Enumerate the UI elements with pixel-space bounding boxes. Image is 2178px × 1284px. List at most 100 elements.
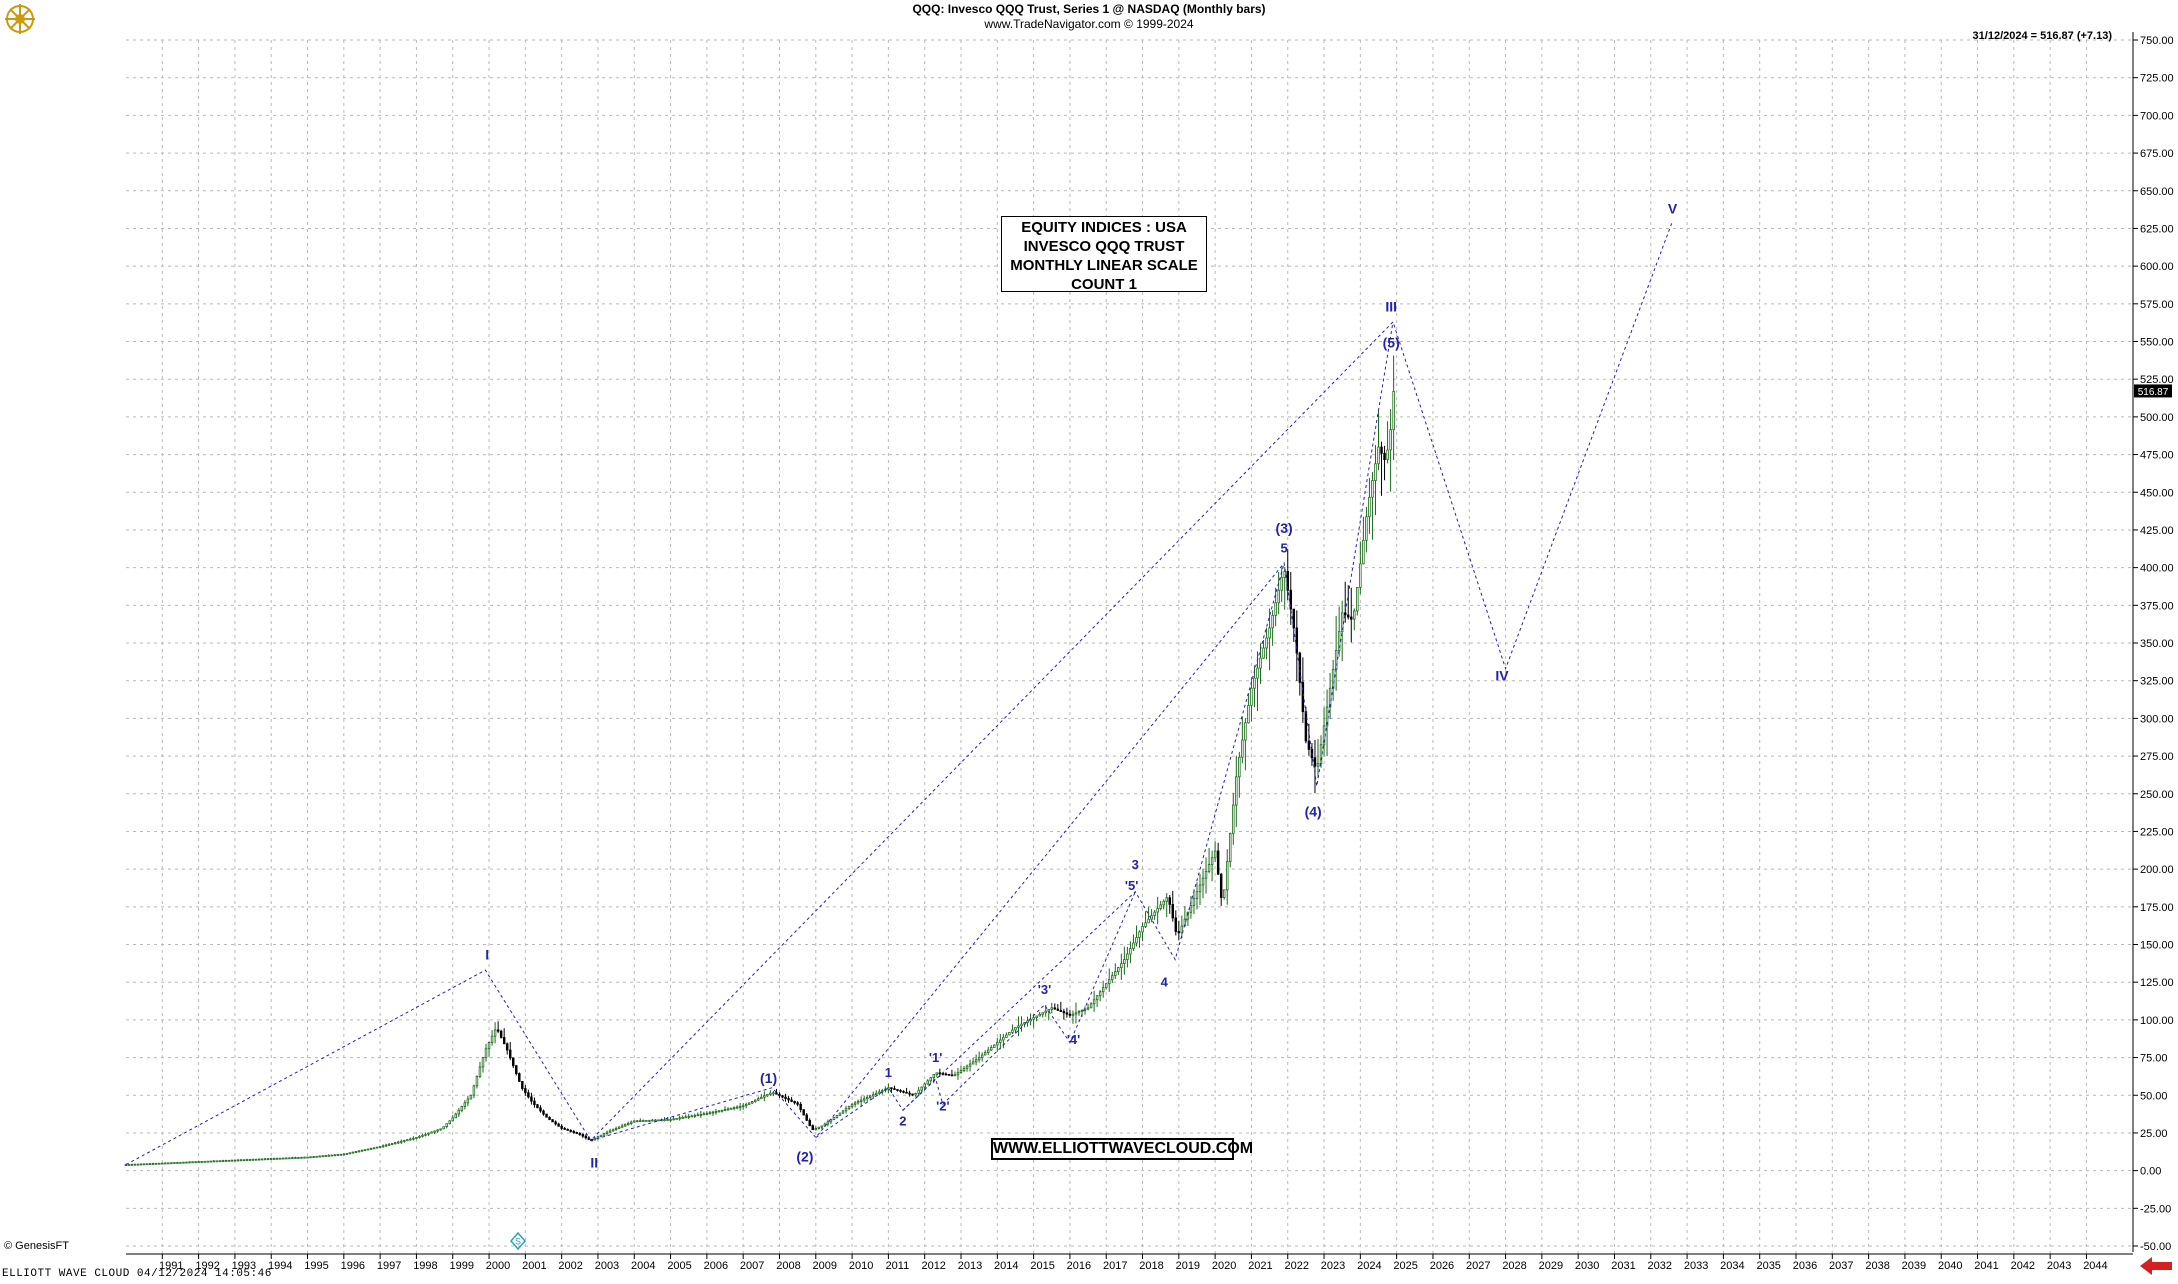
wave-label: I xyxy=(485,947,489,963)
x-tick-label: 2023 xyxy=(1321,1260,1345,1272)
candle-body xyxy=(1092,999,1096,1005)
candle-body xyxy=(953,1074,957,1077)
candle-body xyxy=(348,1152,352,1155)
candle-body xyxy=(1389,429,1392,451)
candle-body xyxy=(512,1057,515,1067)
candle-body xyxy=(554,1121,557,1125)
info-line: EQUITY INDICES : USA xyxy=(1021,219,1187,236)
scroll-right-arrow-icon[interactable] xyxy=(2138,1254,2174,1283)
candle-body xyxy=(1213,850,1217,859)
candle-body xyxy=(648,1119,651,1122)
candle-body xyxy=(1198,884,1202,893)
y-tick-label: 600.00 xyxy=(2140,261,2174,273)
candle-body xyxy=(260,1158,264,1161)
candle-body xyxy=(1038,1013,1041,1017)
y-tick-label: 350.00 xyxy=(2140,638,2174,650)
candle-body xyxy=(1295,627,1299,654)
candle-body xyxy=(790,1099,793,1102)
tradenavigator-logo-icon[interactable] xyxy=(2,2,38,41)
candle-body xyxy=(983,1052,987,1056)
candle-body xyxy=(351,1151,355,1154)
candle-body xyxy=(282,1157,285,1160)
candle-body xyxy=(726,1108,730,1111)
x-tick-label: 1996 xyxy=(341,1260,365,1272)
candle-body xyxy=(1035,1015,1038,1019)
candle-body xyxy=(708,1112,712,1115)
candle-body xyxy=(1123,959,1126,964)
last-price-tag: 516.87 xyxy=(2134,384,2172,398)
candle-body xyxy=(890,1087,893,1090)
candle-body xyxy=(387,1143,391,1146)
candle-body xyxy=(1162,900,1165,906)
candle-body xyxy=(406,1139,409,1142)
y-axis: -50.00 -25.00 0.00 25.00 50.00 75.00 100.00 125… xyxy=(2132,32,2174,1253)
candle-body xyxy=(324,1155,327,1157)
candle-body xyxy=(950,1074,954,1077)
wave-line xyxy=(125,220,1674,1166)
elliott-wave-lines xyxy=(125,220,1674,1166)
candle-body xyxy=(490,1035,494,1043)
candle-body xyxy=(760,1096,763,1100)
candle-body xyxy=(1065,1012,1069,1015)
candle-body xyxy=(862,1098,866,1101)
candle-body xyxy=(375,1146,379,1149)
candle-body xyxy=(206,1160,209,1163)
candle-body xyxy=(342,1153,346,1156)
candle-body xyxy=(530,1096,533,1102)
x-tick-label: 2009 xyxy=(813,1260,837,1272)
candle-body xyxy=(1235,776,1238,806)
candle-body xyxy=(920,1086,923,1091)
candle-body xyxy=(844,1108,848,1112)
candle-body xyxy=(1020,1023,1023,1027)
candle-body xyxy=(294,1157,297,1159)
candle-body xyxy=(869,1095,872,1098)
x-tick-label: 2031 xyxy=(1611,1260,1635,1272)
candle-body xyxy=(705,1112,709,1115)
candle-body xyxy=(893,1088,896,1091)
x-tick-label: 2011 xyxy=(886,1260,910,1272)
candle-body xyxy=(412,1137,415,1140)
wave-line xyxy=(590,321,1394,1141)
candle-body xyxy=(297,1157,300,1159)
x-tick-label: 2001 xyxy=(522,1260,546,1272)
candle-body xyxy=(841,1110,845,1114)
candle-body xyxy=(678,1117,681,1120)
candle-body xyxy=(236,1159,240,1162)
last-close-readout: 31/12/2024 = 516.87 (+7.13) xyxy=(1972,30,2112,42)
candle-body xyxy=(1132,942,1135,949)
candle-body xyxy=(1292,608,1296,629)
x-tick-label: 2002 xyxy=(558,1260,582,1272)
candle-body xyxy=(330,1154,333,1157)
event-diamond-icon[interactable]: S xyxy=(510,1231,526,1255)
candle-body xyxy=(938,1072,942,1075)
candle-body xyxy=(390,1143,394,1145)
wave-label: (2) xyxy=(796,1149,813,1165)
candle-body xyxy=(735,1106,739,1109)
candle-body xyxy=(242,1159,246,1162)
candle-body xyxy=(902,1090,905,1093)
candle-body xyxy=(805,1114,808,1121)
candle-body xyxy=(1171,904,1175,919)
candle-body xyxy=(572,1131,575,1133)
x-tick-label: 2014 xyxy=(994,1260,1018,1272)
candle-body xyxy=(865,1096,869,1100)
candle-body xyxy=(684,1116,687,1119)
y-tick-label: 625.00 xyxy=(2140,223,2174,235)
y-tick-label: 325.00 xyxy=(2140,676,2174,688)
candle-body xyxy=(333,1154,336,1157)
wave-label: '2' xyxy=(936,1098,949,1113)
x-tick-label: 2022 xyxy=(1284,1260,1308,1272)
candle-body xyxy=(366,1148,370,1151)
candle-body xyxy=(1210,857,1214,866)
candle-body xyxy=(575,1132,579,1134)
y-tick-label: 500.00 xyxy=(2140,412,2174,424)
candle-body xyxy=(415,1137,418,1139)
candle-body xyxy=(959,1070,963,1074)
candle-body xyxy=(263,1158,267,1161)
y-tick-label: 400.00 xyxy=(2140,563,2174,575)
candle-body xyxy=(493,1029,497,1037)
y-tick-label: 700.00 xyxy=(2140,110,2174,122)
candle-body xyxy=(291,1157,294,1160)
candle-body xyxy=(1353,610,1356,620)
candle-body xyxy=(738,1106,742,1108)
